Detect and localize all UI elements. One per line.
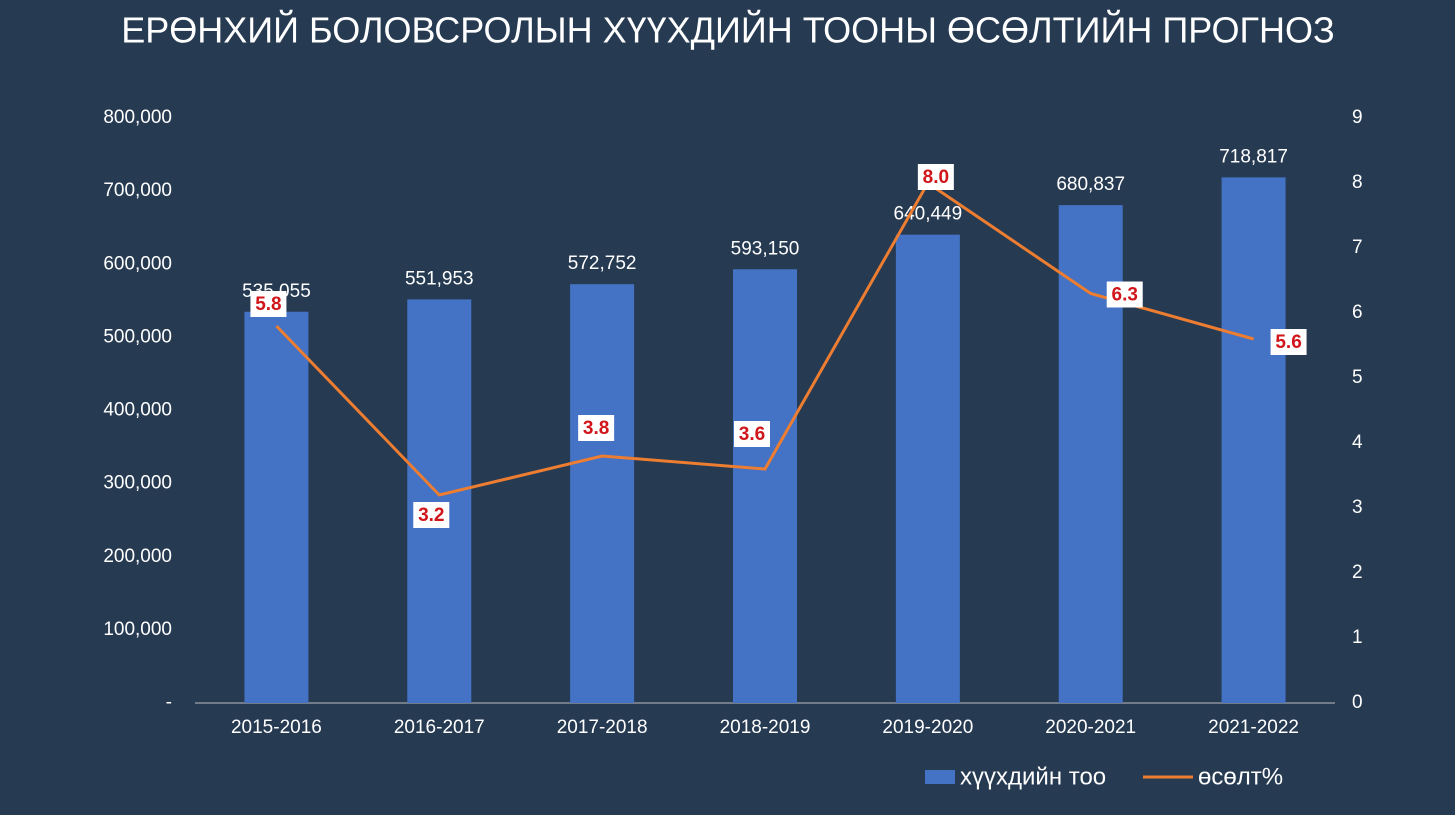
- value-label-box: [917, 164, 954, 190]
- y-tick-label: 400,000: [103, 400, 172, 421]
- bar-value-label: 680,837: [1056, 174, 1125, 195]
- y2-tick-label: 9: [1352, 107, 1363, 128]
- line-value-label: 5.8: [255, 294, 281, 315]
- x-tick-label: 2019-2020: [882, 717, 973, 738]
- x-tick-label: 2017-2018: [557, 717, 648, 738]
- line-value-label: 5.6: [1275, 332, 1301, 353]
- y-tick-label: 500,000: [103, 326, 172, 347]
- line-value-label: 3.2: [418, 505, 444, 526]
- bar: [407, 299, 472, 703]
- value-label-box: [250, 291, 287, 317]
- y2-tick-label: 6: [1352, 302, 1363, 323]
- legend-label: хүүхдийн тоо: [960, 763, 1106, 790]
- value-label-box: [578, 415, 615, 441]
- x-tick-label: 2021-2022: [1208, 717, 1299, 738]
- line: [275, 180, 1254, 497]
- y-tick-label: 300,000: [103, 473, 172, 494]
- bar: [570, 284, 635, 703]
- value-label-box: [413, 502, 450, 528]
- line-value-label: 8.0: [923, 167, 949, 188]
- x-tick-label: 2015-2016: [231, 717, 322, 738]
- y-tick-label: 200,000: [103, 546, 172, 567]
- y2-tick-label: 2: [1352, 562, 1363, 583]
- bar: [1221, 177, 1286, 704]
- y-tick-label: 800,000: [103, 107, 172, 128]
- legend-label: өсөлт%: [1198, 763, 1283, 790]
- y2-tick-label: 8: [1352, 172, 1363, 193]
- legend-swatch: [925, 770, 955, 784]
- y2-tick-label: 1: [1352, 627, 1363, 648]
- x-tick-label: 2020-2021: [1045, 717, 1136, 738]
- y-tick-label: 600,000: [103, 253, 172, 274]
- x-tick-label: 2018-2019: [720, 717, 811, 738]
- bar: [895, 234, 960, 703]
- line-value-label: 3.6: [739, 424, 765, 445]
- y2-tick-label: 3: [1352, 497, 1363, 518]
- y2-tick-label: 5: [1352, 367, 1363, 388]
- line-value-label: 3.8: [583, 418, 609, 439]
- value-label-box: [1106, 281, 1143, 308]
- bar: [733, 269, 797, 703]
- y-tick-label: 100,000: [103, 619, 172, 640]
- y2-tick-label: 0: [1352, 692, 1363, 713]
- line-value-label: 6.3: [1112, 285, 1138, 306]
- bar-value-label: 640,449: [894, 204, 963, 225]
- y-tick-label: 700,000: [103, 180, 172, 201]
- chart-title: ЕРӨНХИЙ БОЛОВСРОЛЫН ХҮҮХДИЙН ТООНЫ ӨСӨЛТ…: [121, 9, 1335, 51]
- bar-value-label: 593,150: [731, 238, 800, 259]
- x-tick-label: 2016-2017: [394, 717, 485, 738]
- value-label-box: [734, 421, 770, 447]
- y2-tick-label: 4: [1352, 432, 1363, 453]
- bar: [244, 311, 309, 703]
- bar-value-label: 551,953: [405, 268, 474, 289]
- bar-value-label: 572,752: [568, 253, 637, 274]
- value-label-box: [1270, 329, 1307, 355]
- bar-value-label: 718,817: [1219, 146, 1288, 167]
- y2-tick-label: 7: [1352, 237, 1363, 258]
- y-tick-label: -: [166, 692, 172, 713]
